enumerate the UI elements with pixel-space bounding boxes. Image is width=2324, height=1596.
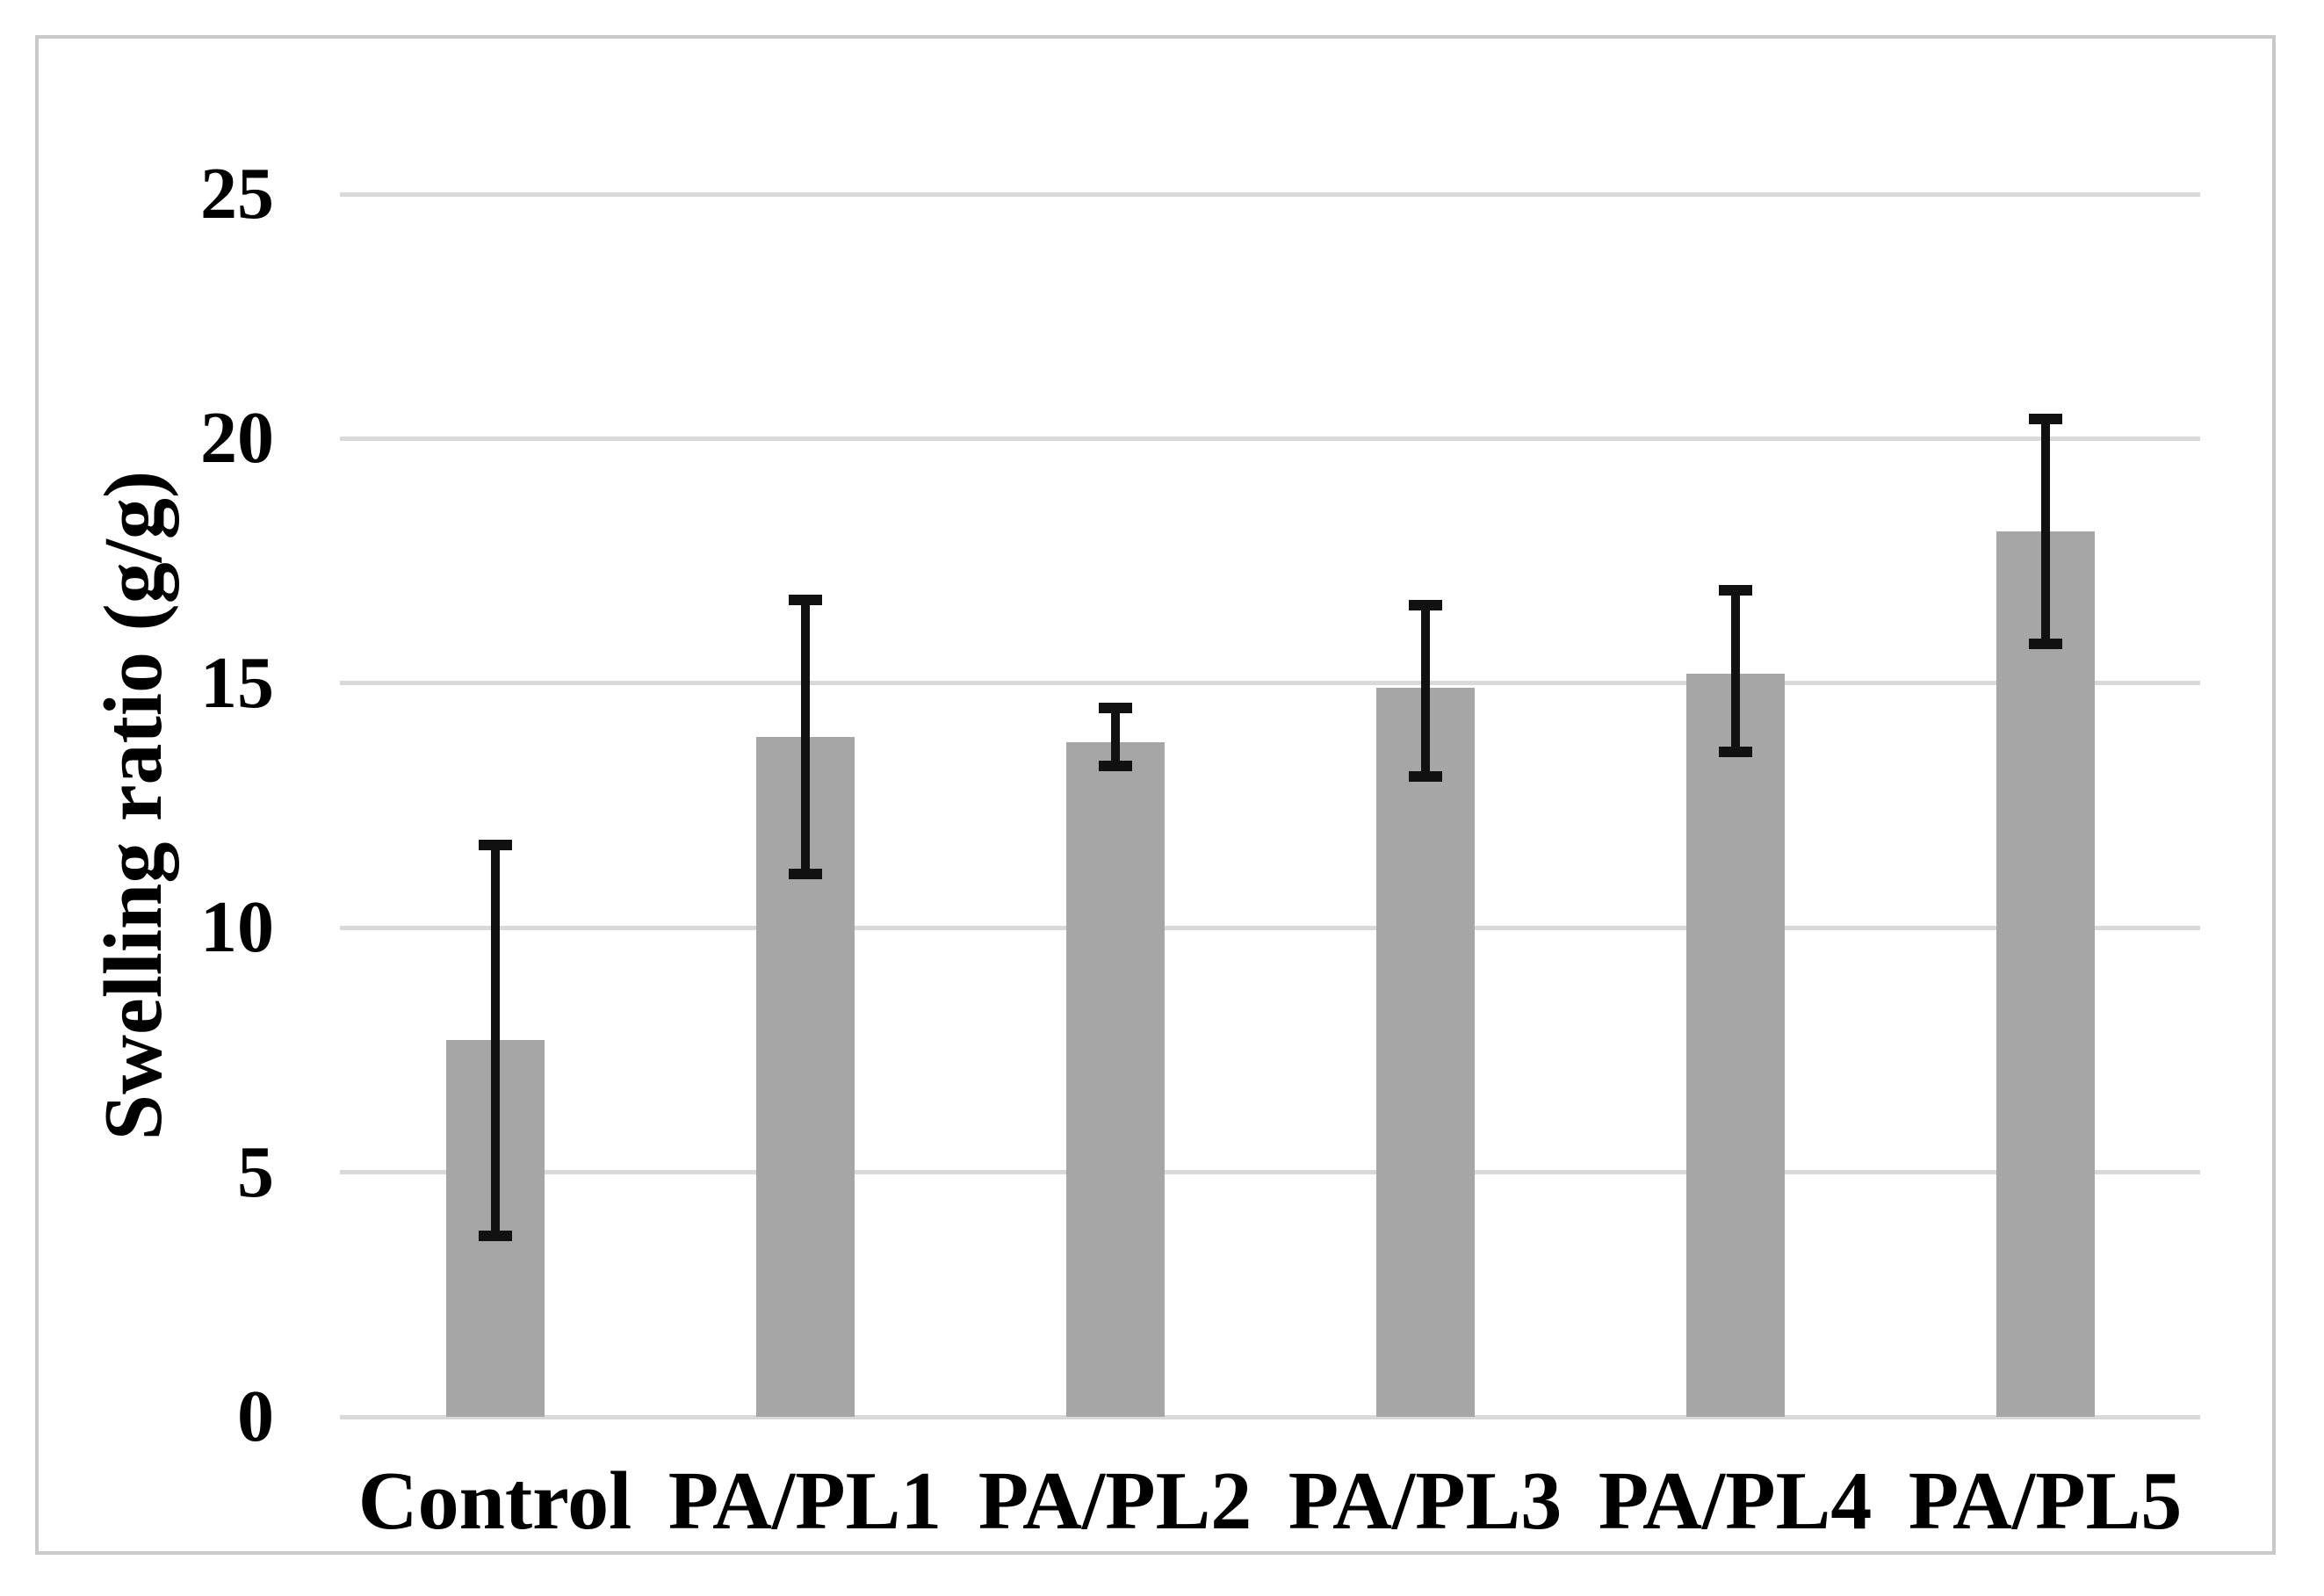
- y-tick-label-25: 25: [200, 153, 274, 235]
- error-bar-cap-top-PA/PL4: [1718, 585, 1752, 596]
- x-axis-label-PA/PL5: PA/PL5: [1908, 1455, 2183, 1547]
- gridline-20: [340, 436, 2200, 441]
- x-axis-label-PA/PL1: PA/PL1: [668, 1455, 942, 1547]
- x-axis-label-PA/PL3: PA/PL3: [1288, 1455, 1563, 1547]
- error-bar-cap-top-PA/PL3: [1408, 599, 1442, 610]
- gridline-15: [340, 681, 2200, 686]
- error-bar-cap-bottom-Control: [478, 1230, 512, 1241]
- error-bar-line-PA/PL3: [1420, 604, 1430, 776]
- error-bar-cap-top-Control: [478, 839, 512, 850]
- error-bar-line-PA/PL4: [1730, 590, 1740, 752]
- error-bar-cap-bottom-PA/PL5: [2028, 639, 2062, 650]
- error-bar-line-Control: [490, 844, 500, 1236]
- y-axis-title: Swelling ratio (g/g): [88, 470, 179, 1141]
- error-bar-cap-top-PA/PL5: [2028, 414, 2062, 425]
- error-bar-cap-top-PA/PL2: [1098, 702, 1132, 713]
- y-tick-label-20: 20: [200, 397, 274, 480]
- gridline-5: [340, 1170, 2200, 1175]
- bar-PA/PL5: [1996, 531, 2095, 1417]
- x-axis-label-Control: Control: [357, 1455, 632, 1547]
- error-bar-cap-bottom-PA/PL2: [1098, 761, 1132, 772]
- error-bar-line-PA/PL2: [1110, 707, 1120, 767]
- bar-PA/PL2: [1065, 741, 1165, 1417]
- error-bar-cap-bottom-PA/PL4: [1718, 746, 1752, 757]
- error-bar-cap-bottom-PA/PL3: [1408, 770, 1442, 782]
- gridline-25: [340, 191, 2200, 197]
- y-tick-label-0: 0: [237, 1376, 274, 1457]
- y-tick-label-15: 15: [200, 641, 274, 724]
- y-tick-label-5: 5: [237, 1130, 274, 1213]
- bar-PA/PL3: [1375, 688, 1475, 1417]
- error-bar-line-PA/PL5: [2040, 419, 2050, 645]
- error-bar-cap-bottom-PA/PL1: [788, 868, 822, 879]
- x-axis-label-PA/PL4: PA/PL4: [1598, 1455, 1873, 1547]
- error-bar-cap-top-PA/PL1: [788, 595, 822, 606]
- gridline-10: [340, 925, 2200, 930]
- gridline-0: [340, 1414, 2200, 1419]
- bar-PA/PL4: [1685, 673, 1785, 1417]
- error-bar-line-PA/PL1: [800, 600, 810, 874]
- x-axis-label-PA/PL2: PA/PL2: [978, 1455, 1252, 1547]
- y-tick-label-10: 10: [200, 886, 274, 969]
